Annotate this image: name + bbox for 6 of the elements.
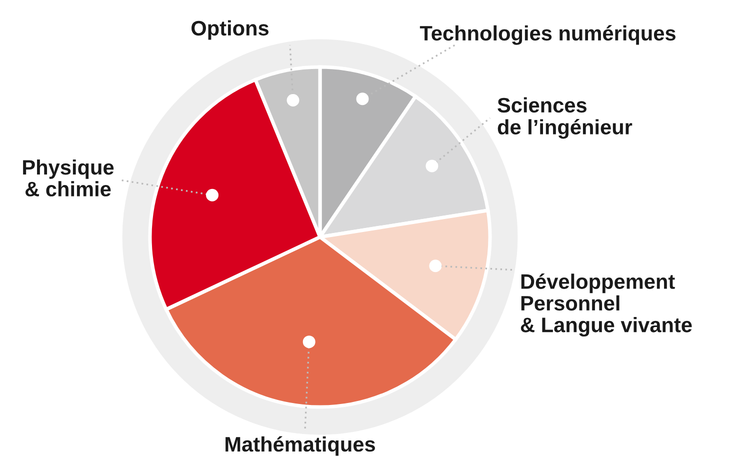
slice-label: Sciences de l’ingénieur xyxy=(498,97,632,139)
slice-label: Développement Personnel & Langue vivante xyxy=(520,273,692,337)
slice-label: Mathématiques xyxy=(226,436,375,456)
slice-label: Physique & chimie xyxy=(23,159,114,196)
slice-label: Technologies numériques xyxy=(420,25,676,45)
slice-label: Options xyxy=(192,20,268,40)
